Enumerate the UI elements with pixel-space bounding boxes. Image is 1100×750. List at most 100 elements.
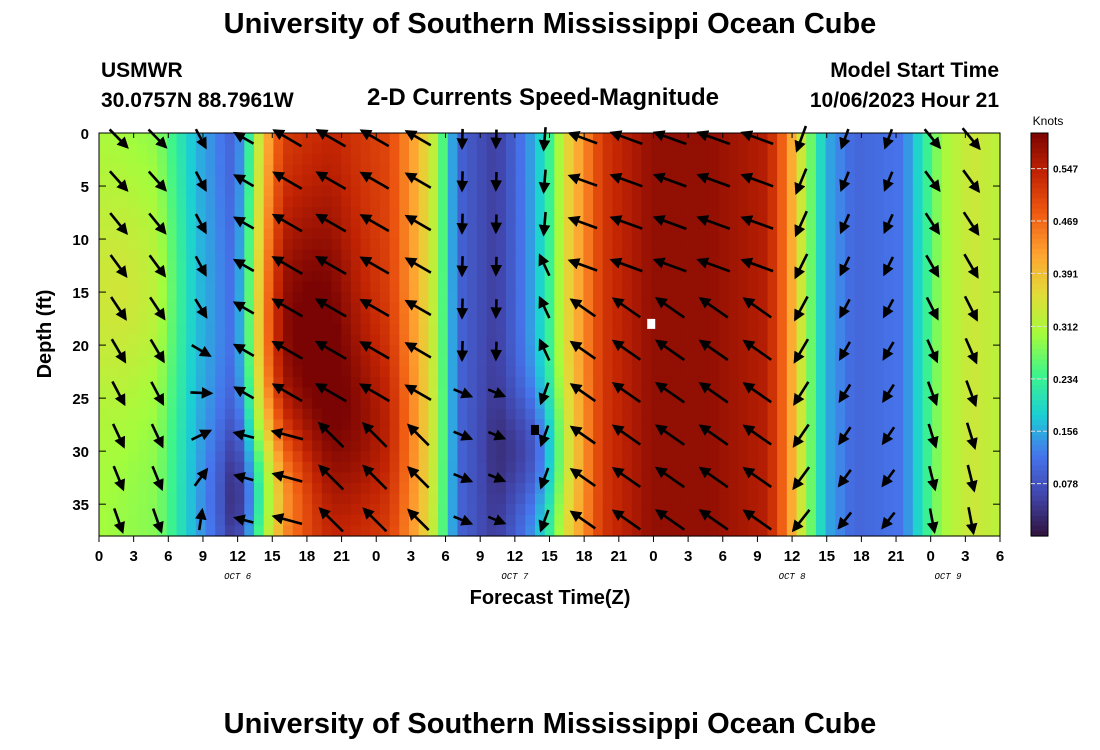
heatmap-cell [893,408,904,420]
heatmap-cell [476,186,488,198]
heatmap-cell [331,133,342,145]
heatmap-cell [641,429,652,442]
heatmap-cell [544,292,555,304]
heatmap-cell [350,270,362,283]
current-arrow [966,464,978,493]
heatmap-cell [399,239,410,251]
heatmap-cell [166,323,178,336]
heatmap-cell [273,525,284,537]
heatmap-cell [360,164,371,177]
heatmap-cell [157,143,168,155]
current-arrow [742,466,772,489]
heatmap-cell [767,143,778,155]
heatmap-cell [564,323,575,336]
heatmap-cell [515,154,526,166]
colorbar-label: Knots [1033,114,1064,128]
heatmap-cell [738,355,749,367]
heatmap-cell [418,239,429,251]
heatmap-cell [370,207,381,219]
heatmap-cell [283,451,294,463]
heatmap-cell [176,323,187,336]
heatmap-cell [651,249,662,261]
heatmap-cell [893,249,904,261]
heatmap-cell [215,302,226,314]
heatmap-cell [670,175,681,187]
heatmap-cell [883,249,895,261]
heatmap-cell [757,472,769,484]
heatmap-cell [874,217,885,230]
heatmap-cell [573,493,585,505]
heatmap-cell [689,482,701,495]
heatmap-cell [447,376,459,389]
heatmap-cell [205,133,216,145]
heatmap-cell [941,461,953,473]
heatmap-cell [341,239,352,251]
heatmap-cell [641,143,652,155]
heatmap-cell [195,207,207,219]
heatmap-cell [854,398,865,410]
heatmap-cell [806,292,817,304]
heatmap-cell [399,323,410,336]
current-arrow [453,472,474,484]
heatmap-cell [254,345,265,357]
heatmap-cell [273,334,284,346]
heatmap-cell [283,196,294,208]
heatmap-cell [651,472,662,484]
heatmap-cell [476,270,488,283]
current-arrow [315,171,347,191]
heatmap-cell [593,482,604,495]
heatmap-cell [379,493,391,505]
heatmap-cell [961,514,972,526]
heatmap-cell [922,133,933,145]
heatmap-cell [360,408,371,420]
heatmap-cell [467,281,478,293]
heatmap-cell [234,239,245,251]
heatmap-cell [825,387,836,399]
heatmap-cell [409,482,420,495]
heatmap-cell [554,239,565,251]
heatmap-cell [205,408,216,420]
heatmap-cell [622,376,633,389]
heatmap-cell [438,292,449,304]
current-arrow [538,127,551,152]
heatmap-cell [137,504,149,516]
current-arrow [318,507,344,533]
heatmap-cell [476,302,488,314]
heatmap-cell [815,525,827,537]
heatmap-cell [554,186,565,198]
heatmap-cell [554,217,565,230]
heatmap-cell [350,525,362,537]
heatmap-cell [961,472,972,484]
heatmap-cell [428,451,439,463]
heatmap-cell [864,472,875,484]
heatmap-cell [254,334,265,346]
heatmap-cell [409,366,420,378]
heatmap-cell [263,207,274,219]
heatmap-cell [496,355,507,367]
heatmap-cell [970,281,982,293]
heatmap-cell [699,281,710,293]
heatmap-cell [680,514,691,526]
heatmap-cell [128,207,139,219]
heatmap-cell [777,260,788,272]
heatmap-cell [912,164,924,177]
x-axis: 0 3 6 9 12 15 18 21 0 3 6 9 12 15 18 21 0 3 6 9 12 15 18 21 0 3 6O… [95,133,1004,582]
heatmap-cell [341,398,352,410]
heatmap-cell [331,482,342,495]
colorbar-segment [1031,274,1048,280]
heatmap-cell [176,355,187,367]
heatmap-cell [389,313,400,325]
heatmap-cell [825,270,836,283]
heatmap-cell [602,419,614,431]
heatmap-cell [505,143,517,155]
heatmap-cell [680,323,691,336]
heatmap-cell [254,472,265,484]
current-arrow [609,215,643,230]
heatmap-cell [224,440,236,452]
heatmap-cell [341,323,352,336]
heatmap-cell [806,260,817,272]
heatmap-cell [312,196,323,208]
heatmap-cell [350,334,362,346]
heatmap-cell [108,143,119,155]
heatmap-cell [670,313,681,325]
